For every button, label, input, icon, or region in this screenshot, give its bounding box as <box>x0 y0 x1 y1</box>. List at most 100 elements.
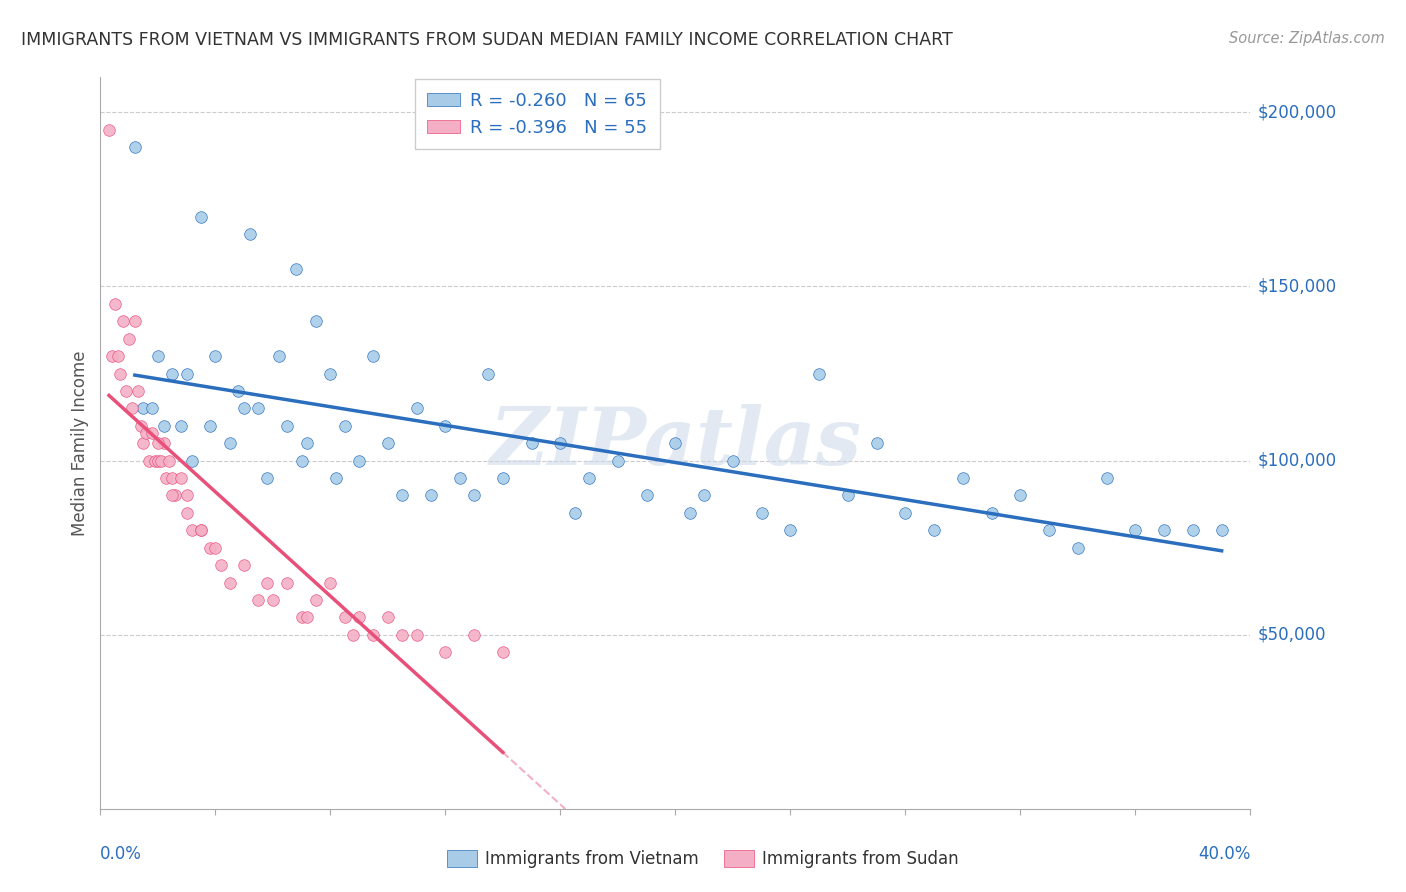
Point <box>405 401 427 416</box>
Point <box>363 349 385 363</box>
Point <box>170 471 193 485</box>
Point <box>347 453 370 467</box>
Point <box>1067 541 1090 555</box>
Point <box>463 628 485 642</box>
Point <box>342 628 364 642</box>
Point <box>449 471 471 485</box>
Point <box>325 471 347 485</box>
Point <box>176 367 198 381</box>
Point <box>550 436 572 450</box>
Text: $100,000: $100,000 <box>1257 451 1337 470</box>
Point <box>239 227 262 242</box>
Point <box>693 488 716 502</box>
Point <box>305 314 328 328</box>
Point <box>391 488 413 502</box>
Point <box>606 453 628 467</box>
Point <box>129 418 152 433</box>
Point <box>363 628 385 642</box>
Point <box>141 425 163 440</box>
Point <box>247 593 270 607</box>
Point <box>276 418 298 433</box>
Text: $150,000: $150,000 <box>1257 277 1337 295</box>
Legend: Immigrants from Vietnam, Immigrants from Sudan: Immigrants from Vietnam, Immigrants from… <box>440 843 966 875</box>
Point <box>104 297 127 311</box>
Point <box>1010 488 1032 502</box>
Point <box>492 471 515 485</box>
Point <box>434 645 457 659</box>
Point <box>463 488 485 502</box>
Text: 40.0%: 40.0% <box>1198 845 1250 863</box>
Text: $200,000: $200,000 <box>1257 103 1337 121</box>
Point <box>98 122 121 136</box>
Point <box>146 349 169 363</box>
Point <box>952 471 974 485</box>
Text: IMMIGRANTS FROM VIETNAM VS IMMIGRANTS FROM SUDAN MEDIAN FAMILY INCOME CORRELATIO: IMMIGRANTS FROM VIETNAM VS IMMIGRANTS FR… <box>21 31 953 49</box>
Point <box>209 558 232 573</box>
Point <box>377 610 399 624</box>
Point <box>894 506 917 520</box>
Point <box>291 453 314 467</box>
Point <box>477 367 499 381</box>
Point <box>132 436 155 450</box>
Point <box>181 453 204 467</box>
Point <box>155 471 177 485</box>
Point <box>176 488 198 502</box>
Text: ZIPatlas: ZIPatlas <box>489 404 862 482</box>
Point <box>204 349 226 363</box>
Point <box>218 436 240 450</box>
Point <box>256 575 278 590</box>
Point <box>262 593 284 607</box>
Point <box>256 471 278 485</box>
Point <box>127 384 149 398</box>
Point <box>135 425 157 440</box>
Text: $50,000: $50,000 <box>1257 626 1326 644</box>
Point <box>1125 524 1147 538</box>
Point <box>107 349 129 363</box>
Point <box>101 349 124 363</box>
Point <box>837 488 859 502</box>
Point <box>115 384 138 398</box>
Point <box>751 506 773 520</box>
Text: Source: ZipAtlas.com: Source: ZipAtlas.com <box>1229 31 1385 46</box>
Point <box>721 453 744 467</box>
Point <box>233 558 256 573</box>
Point <box>112 314 135 328</box>
Point <box>152 418 174 433</box>
Point <box>228 384 250 398</box>
Point <box>319 575 342 590</box>
Point <box>176 506 198 520</box>
Point <box>1095 471 1118 485</box>
Point <box>520 436 543 450</box>
Point <box>233 401 256 416</box>
Point <box>121 401 143 416</box>
Point <box>143 453 166 467</box>
Point <box>124 140 146 154</box>
Point <box>152 436 174 450</box>
Point <box>160 367 183 381</box>
Point <box>146 436 169 450</box>
Point <box>204 541 226 555</box>
Point <box>865 436 887 450</box>
Point <box>284 262 307 277</box>
Point <box>160 488 183 502</box>
Point <box>190 524 212 538</box>
Point <box>218 575 240 590</box>
Point <box>190 210 212 224</box>
Point <box>141 401 163 416</box>
Point <box>679 506 702 520</box>
Point <box>190 524 212 538</box>
Point <box>420 488 443 502</box>
Point <box>492 645 515 659</box>
Point <box>297 436 319 450</box>
Point <box>391 628 413 642</box>
Point <box>146 453 169 467</box>
Y-axis label: Median Family Income: Median Family Income <box>72 351 89 536</box>
Point <box>170 418 193 433</box>
Point <box>779 524 801 538</box>
Point <box>138 453 160 467</box>
Point <box>980 506 1002 520</box>
Point <box>319 367 342 381</box>
Point <box>247 401 270 416</box>
Point <box>291 610 314 624</box>
Point <box>124 314 146 328</box>
